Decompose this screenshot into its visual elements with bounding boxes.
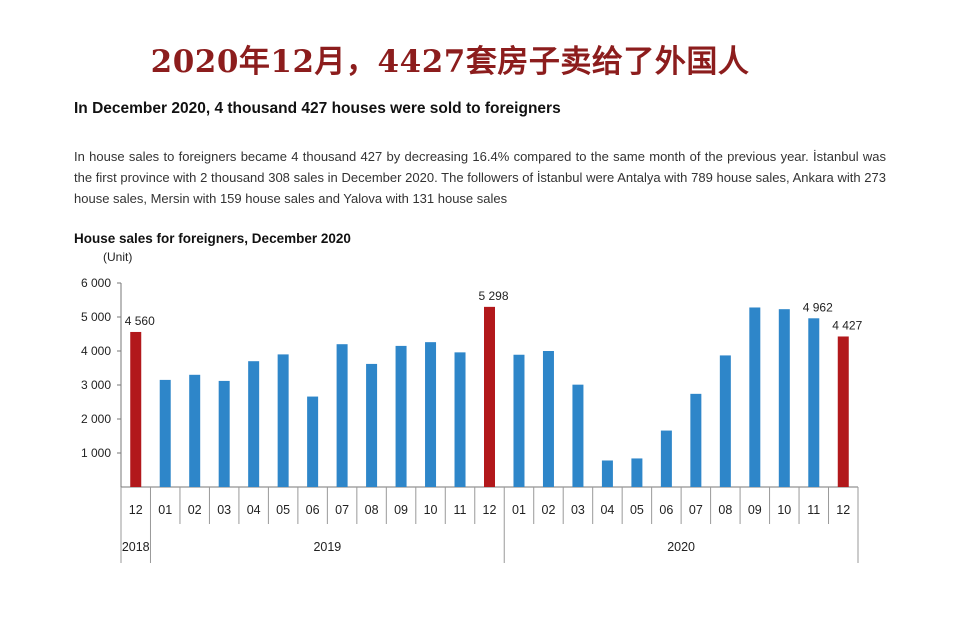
bar bbox=[513, 354, 525, 487]
bar bbox=[307, 396, 319, 487]
bar bbox=[366, 363, 378, 487]
x-tick-label: 10 bbox=[424, 503, 438, 517]
chart-title: House sales for foreigners, December 202… bbox=[74, 231, 351, 246]
bar bbox=[395, 345, 407, 487]
y-tick-label: 5 000 bbox=[81, 310, 111, 324]
data-label: 4 962 bbox=[803, 300, 833, 314]
x-tick-label: 12 bbox=[483, 503, 497, 517]
x-tick-label: 01 bbox=[512, 503, 526, 517]
x-tick-label: 12 bbox=[836, 503, 850, 517]
x-tick-label: 03 bbox=[217, 503, 231, 517]
x-tick-label: 10 bbox=[777, 503, 791, 517]
bar bbox=[425, 342, 437, 487]
summary-paragraph: In house sales to foreigners became 4 th… bbox=[74, 149, 886, 206]
bar bbox=[159, 379, 171, 487]
data-label: 5 298 bbox=[478, 289, 508, 303]
bar-highlight bbox=[837, 336, 849, 487]
x-tick-label: 08 bbox=[718, 503, 732, 517]
bar bbox=[778, 309, 790, 487]
x-tick-label: 03 bbox=[571, 503, 585, 517]
x-tick-label: 01 bbox=[158, 503, 172, 517]
y-tick-label: 2 000 bbox=[81, 412, 111, 426]
bar bbox=[454, 352, 466, 487]
y-tick-label: 6 000 bbox=[81, 276, 111, 290]
y-tick-label: 1 000 bbox=[81, 446, 111, 460]
bar bbox=[808, 318, 820, 487]
bar-highlight bbox=[484, 306, 495, 487]
headline: In December 2020, 4 thousand 427 houses … bbox=[74, 100, 561, 117]
x-tick-label: 09 bbox=[748, 503, 762, 517]
bar bbox=[690, 393, 702, 487]
year-label: 2019 bbox=[313, 540, 341, 554]
y-tick-label: 3 000 bbox=[81, 378, 111, 392]
bar bbox=[542, 351, 554, 487]
x-tick-label: 07 bbox=[335, 503, 349, 517]
x-tick-label: 05 bbox=[630, 503, 644, 517]
x-tick-label: 12 bbox=[129, 503, 143, 517]
x-tick-label: 09 bbox=[394, 503, 408, 517]
data-label: 4 427 bbox=[832, 318, 862, 332]
bar bbox=[631, 458, 643, 487]
banner-title: 2020年12月，4427套房子卖给了外国人 bbox=[150, 44, 750, 80]
year-label: 2018 bbox=[122, 540, 150, 554]
x-tick-label: 08 bbox=[365, 503, 379, 517]
x-tick-label: 02 bbox=[542, 503, 556, 517]
x-tick-label: 04 bbox=[600, 503, 614, 517]
bar bbox=[719, 355, 731, 487]
bar bbox=[749, 307, 761, 487]
x-tick-label: 05 bbox=[276, 503, 290, 517]
bar bbox=[277, 354, 289, 487]
x-tick-label: 07 bbox=[689, 503, 703, 517]
unit-label: (Unit) bbox=[103, 250, 133, 264]
bar-highlight bbox=[130, 331, 142, 487]
data-label: 4 560 bbox=[125, 314, 155, 328]
bar bbox=[336, 344, 348, 487]
y-tick-label: 4 000 bbox=[81, 344, 111, 358]
x-tick-label: 02 bbox=[188, 503, 202, 517]
x-tick-label: 06 bbox=[659, 503, 673, 517]
bar bbox=[660, 430, 672, 487]
x-tick-label: 04 bbox=[247, 503, 261, 517]
x-tick-label: 11 bbox=[454, 503, 467, 517]
bar bbox=[248, 361, 260, 487]
bar bbox=[189, 374, 201, 487]
bar bbox=[218, 380, 230, 487]
year-label: 2020 bbox=[667, 540, 695, 554]
bar bbox=[601, 460, 613, 487]
x-tick-label: 11 bbox=[807, 503, 820, 517]
bar bbox=[572, 384, 584, 487]
x-tick-label: 06 bbox=[306, 503, 320, 517]
